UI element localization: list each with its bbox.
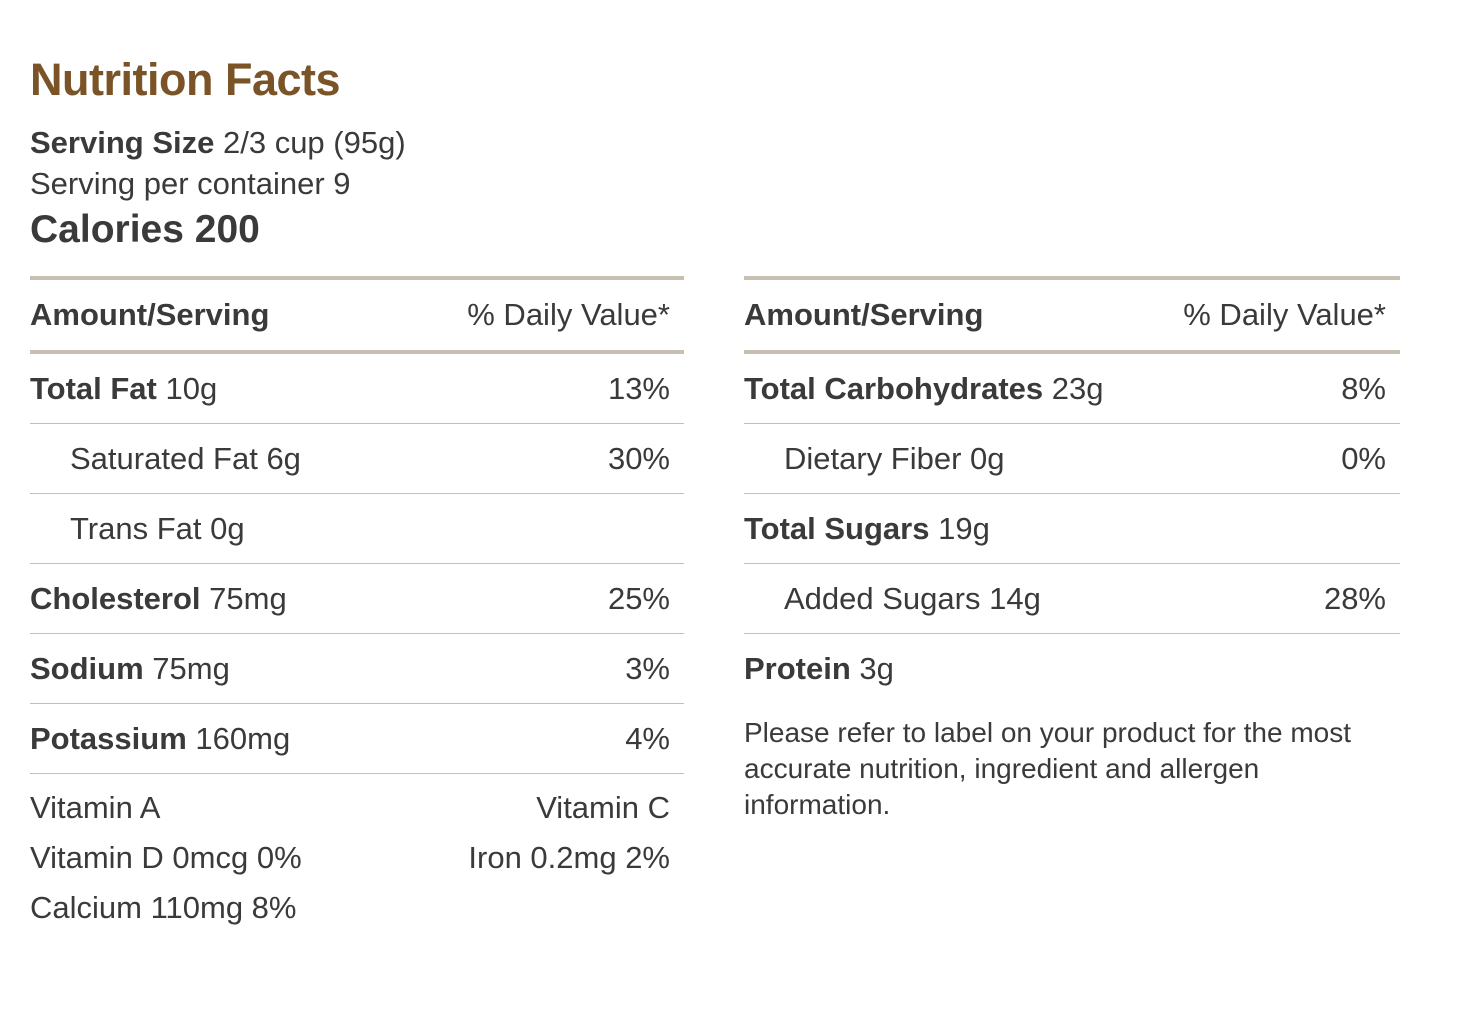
nutrient-name: Potassium 160mg: [30, 721, 290, 757]
vitamin-row: Vitamin D 0mcg 0% Iron 0.2mg 2%: [30, 838, 684, 888]
nutrient-row-trans-fat: Trans Fat 0g: [30, 494, 684, 564]
nutrient-pct: 3%: [625, 650, 670, 686]
serving-size: Serving Size 2/3 cup (95g): [30, 124, 406, 162]
nutrient-amount: 75mg: [152, 650, 230, 686]
servings-per-container: Serving per container 9: [30, 166, 351, 201]
serving-size-label: Serving Size: [30, 125, 215, 160]
nutrient-amount: 3g: [859, 650, 894, 686]
vitamin-row: Vitamin A Vitamin C: [30, 788, 684, 838]
nutrient-label: Protein: [744, 650, 851, 686]
calories-label: Calories: [30, 208, 184, 251]
daily-value-header: % Daily Value*: [1183, 297, 1386, 332]
nutrient-pct: 30%: [607, 440, 670, 476]
nutrient-label: Cholesterol: [30, 580, 201, 616]
disclaimer-note: Please refer to label on your product fo…: [744, 717, 1351, 820]
nutrient-amount: 160mg: [195, 720, 291, 756]
nutrient-label: Total Carbohydrates: [744, 370, 1044, 406]
nutrient-row-sodium: Sodium 75mg 3%: [30, 634, 684, 704]
nutrient-label: Total Sugars: [744, 510, 930, 546]
daily-value-header: % Daily Value*: [467, 297, 670, 332]
nutrient-label: Potassium: [30, 720, 187, 756]
table-header: Amount/Serving % Daily Value*: [744, 276, 1400, 354]
nutrient-label: Saturated Fat 6g: [70, 440, 301, 476]
nutrient-row-total-fat: Total Fat 10g 13%: [30, 354, 684, 424]
nutrient-pct: 25%: [607, 580, 670, 616]
nutrient-row-dietary-fiber: Dietary Fiber 0g 0%: [744, 424, 1400, 494]
nutrient-row-added-sugars: Added Sugars 14g 28%: [744, 564, 1400, 634]
page-title: Nutrition Facts: [30, 54, 341, 105]
nutrient-label: Sodium: [30, 650, 144, 686]
vitamin-d: Vitamin D 0mcg 0%: [30, 840, 302, 875]
vitamins-section: Vitamin A Vitamin C Vitamin D 0mcg 0% Ir…: [30, 788, 684, 938]
vitamin-row: Calcium 110mg 8%: [30, 888, 684, 938]
nutrient-row-saturated-fat: Saturated Fat 6g 30%: [30, 424, 684, 494]
nutrients-right-column: Amount/Serving % Daily Value* Total Carb…: [744, 276, 1400, 823]
nutrient-label: Added Sugars 14g: [784, 580, 1041, 616]
nutrient-row-cholesterol: Cholesterol 75mg 25%: [30, 564, 684, 634]
serving-size-value: 2/3 cup (95g): [222, 125, 406, 160]
nutrient-amount: 10g: [165, 370, 218, 406]
nutrient-row-protein: Protein 3g: [744, 634, 1400, 703]
nutrients-left-column: Amount/Serving % Daily Value* Total Fat …: [30, 276, 684, 938]
nutrient-amount: 19g: [938, 510, 990, 546]
table-header: Amount/Serving % Daily Value*: [30, 276, 684, 354]
nutrient-amount: 23g: [1051, 370, 1104, 406]
nutrient-row-total-sugars: Total Sugars 19g: [744, 494, 1400, 564]
nutrient-name: Total Fat 10g: [30, 371, 217, 407]
calcium: Calcium 110mg 8%: [30, 890, 297, 925]
nutrient-name: Protein 3g: [744, 651, 894, 687]
calories: Calories 200: [30, 207, 260, 253]
nutrient-label: Dietary Fiber 0g: [784, 440, 1005, 476]
vitamin-row-empty: [670, 888, 684, 938]
iron: Iron 0.2mg 2%: [468, 840, 670, 875]
nutrient-row-potassium: Potassium 160mg 4%: [30, 704, 684, 774]
nutrient-pct: 8%: [1341, 370, 1386, 406]
nutrient-pct: 13%: [607, 370, 670, 406]
amount-serving-header: Amount/Serving: [30, 297, 270, 332]
nutrient-name: Cholesterol 75mg: [30, 581, 287, 617]
nutrient-row-total-carbohydrates: Total Carbohydrates 23g 8%: [744, 354, 1400, 424]
vitamin-c: Vitamin C: [536, 790, 670, 825]
calories-value: 200: [194, 208, 260, 251]
vitamin-a: Vitamin A: [30, 790, 161, 825]
nutrient-pct: 0%: [1341, 440, 1386, 476]
nutrient-pct: 4%: [625, 720, 670, 756]
nutrient-label: Trans Fat 0g: [70, 510, 245, 546]
amount-serving-header: Amount/Serving: [744, 297, 984, 332]
nutrient-name: Sodium 75mg: [30, 651, 230, 687]
nutrient-name: Total Sugars 19g: [744, 511, 990, 547]
nutrient-pct: 28%: [1323, 580, 1386, 616]
nutrient-label: Total Fat: [30, 370, 157, 406]
nutrient-amount: 75mg: [209, 580, 287, 616]
nutrient-name: Total Carbohydrates 23g: [744, 371, 1104, 407]
